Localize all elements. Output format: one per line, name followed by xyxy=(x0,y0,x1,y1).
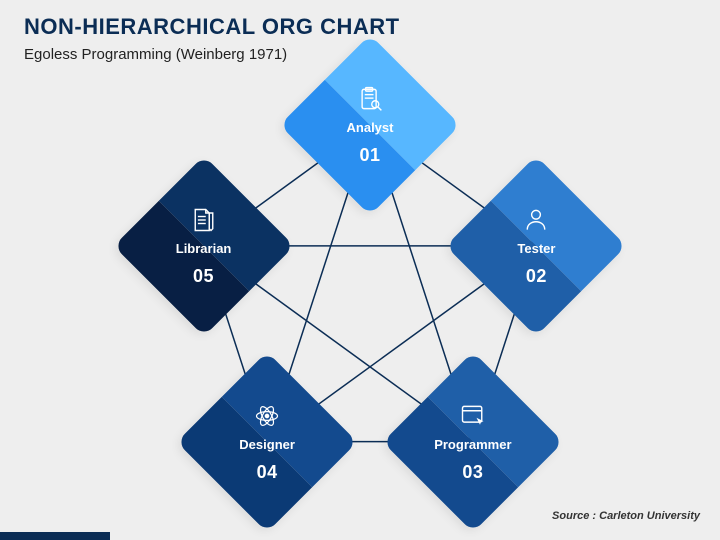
node-number: 04 xyxy=(257,462,278,483)
source-citation: Source : Carleton University xyxy=(552,510,700,522)
node-label: Tester xyxy=(517,241,555,256)
node-number: 05 xyxy=(193,266,214,287)
node-programmer: Programmer 03 xyxy=(409,378,537,506)
node-label: Analyst xyxy=(347,120,394,135)
atom-icon xyxy=(252,401,282,431)
browser-click-icon xyxy=(458,401,488,431)
node-librarian: Librarian 05 xyxy=(140,182,268,310)
node-label: Librarian xyxy=(176,241,232,256)
doc-pen-icon xyxy=(189,205,219,235)
accent-bar xyxy=(0,532,110,540)
node-number: 03 xyxy=(462,462,483,483)
node-analyst: Analyst 01 xyxy=(306,61,434,189)
node-designer: Designer 04 xyxy=(203,378,331,506)
node-tester: Tester 02 xyxy=(472,182,600,310)
user-icon xyxy=(521,205,551,235)
node-number: 02 xyxy=(526,266,547,287)
node-number: 01 xyxy=(359,145,380,166)
node-label: Designer xyxy=(239,437,295,452)
clipboard-search-icon xyxy=(355,84,385,114)
node-label: Programmer xyxy=(434,437,511,452)
org-chart-diagram: Analyst 01 Tester 02 Programmer 03 Desig… xyxy=(0,0,720,540)
